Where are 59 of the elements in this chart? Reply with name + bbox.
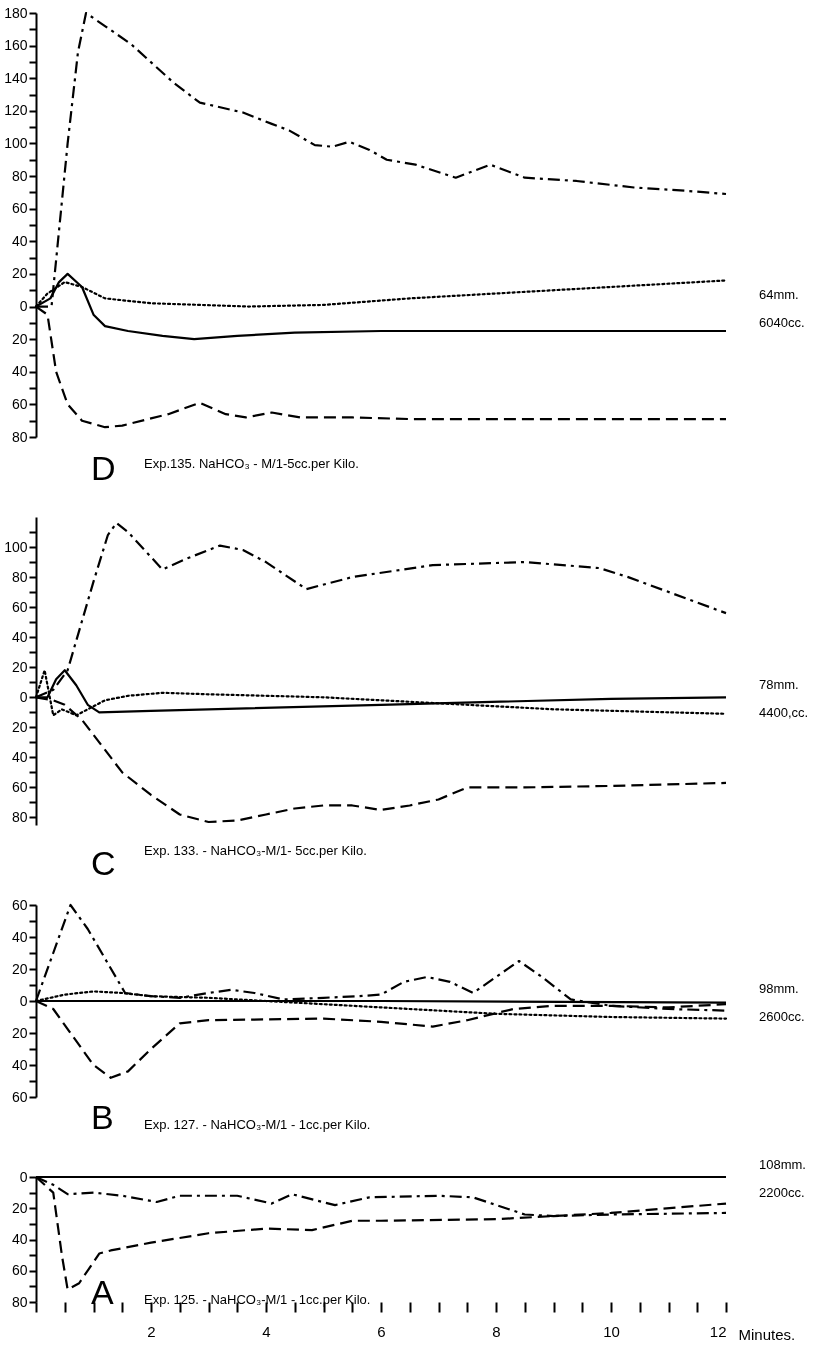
y-tick-label: 20 <box>11 330 28 347</box>
x-tick-label: 10 <box>603 1322 620 1340</box>
y-tick-label: 40 <box>11 232 28 249</box>
y-tick-label: 20 <box>11 960 28 977</box>
y-tick-label: 20 <box>11 718 28 735</box>
x-tick-label: 6 <box>377 1322 386 1340</box>
y-tick-label: 160 <box>4 37 28 54</box>
text: Exp. 133. - NaHCO₃-M/1- 5cc.per Kilo. <box>144 843 367 858</box>
text: 4400,cc. <box>759 705 809 721</box>
y-tick-label: 60 <box>11 598 28 615</box>
x-tick-label: 2 <box>147 1322 156 1340</box>
text: A <box>91 1273 114 1311</box>
y-tick-label: 60 <box>11 896 28 913</box>
y-tick-label: 20 <box>11 265 28 282</box>
x-tick-label: 4 <box>262 1322 271 1340</box>
y-tick-label: 0 <box>19 688 28 705</box>
y-tick-label: 100 <box>4 134 28 151</box>
y-tick-label: 60 <box>11 1262 28 1279</box>
y-tick-label: 40 <box>11 363 28 380</box>
y-tick-label: 60 <box>11 778 28 795</box>
y-tick-label: 40 <box>11 928 28 945</box>
y-tick-label: 140 <box>4 69 28 86</box>
y-tick-label: 80 <box>11 428 28 445</box>
text: 2600cc. <box>759 1009 805 1024</box>
y-tick-label: 0 <box>19 1168 28 1185</box>
text: Exp. 127. - NaHCO₃-M/1 - 1cc.per Kilo. <box>144 1117 371 1132</box>
text: D <box>91 449 116 487</box>
text: 64mm. <box>759 286 799 302</box>
y-tick-label: 40 <box>11 748 28 765</box>
y-tick-label: 20 <box>11 658 28 675</box>
y-tick-label: 0 <box>19 298 28 315</box>
text: 98mm. <box>759 981 799 996</box>
text: Exp. 125. - NaHCO₃-M/1 - 1cc.per Kilo. <box>144 1292 371 1307</box>
y-tick-label: 80 <box>11 568 28 585</box>
x-axis-title: Minutes. <box>738 1325 796 1343</box>
y-tick-label: 60 <box>11 1088 28 1105</box>
y-tick-label: 180 <box>4 4 28 21</box>
x-tick-label: 12 <box>709 1322 727 1340</box>
text: 2200cc. <box>759 1185 805 1200</box>
y-tick-label: 40 <box>11 1056 28 1073</box>
y-tick-label: 20 <box>11 1199 28 1216</box>
text: C <box>91 844 116 882</box>
y-tick-label: 40 <box>11 628 28 645</box>
x-tick-label: 8 <box>492 1322 501 1340</box>
text: 108mm. <box>759 1157 806 1172</box>
text: 6040cc. <box>759 314 805 330</box>
y-tick-label: 0 <box>19 992 28 1009</box>
y-tick-label: 80 <box>11 1293 28 1310</box>
y-tick-label: 80 <box>11 167 28 184</box>
y-tick-label: 120 <box>4 102 28 119</box>
y-tick-label: 100 <box>4 538 28 555</box>
y-tick-label: 80 <box>11 808 28 825</box>
y-tick-label: 60 <box>11 395 28 412</box>
text: Exp.135. NaHCO₃ - M/1-5cc.per Kilo. <box>144 456 359 471</box>
text: B <box>91 1098 114 1136</box>
y-tick-label: 40 <box>11 1231 28 1247</box>
y-tick-label: 20 <box>11 1024 28 1041</box>
text: 78mm. <box>759 677 799 693</box>
y-tick-label: 60 <box>11 200 28 217</box>
